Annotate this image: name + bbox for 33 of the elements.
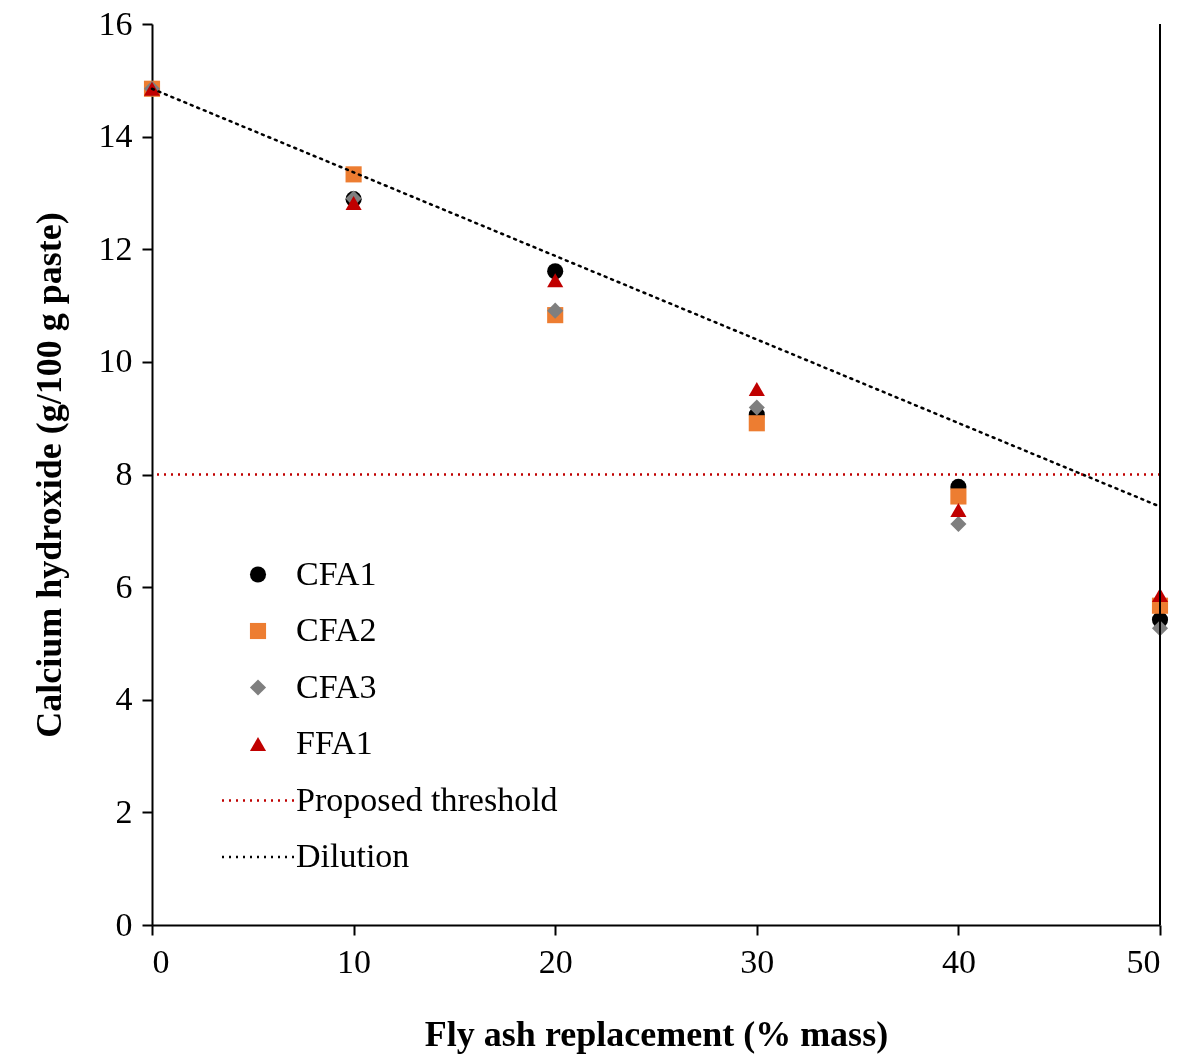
y-tick-label: 4 <box>115 680 133 718</box>
point <box>748 415 765 432</box>
y-tick-label: 0 <box>115 905 133 943</box>
y-tick-label: 8 <box>115 455 133 492</box>
legend-label: CFA3 <box>296 667 377 705</box>
x-tick-label: 20 <box>538 942 573 980</box>
point <box>547 273 564 288</box>
y-tick-label: 12 <box>98 229 133 267</box>
y-tick-label: 14 <box>98 117 133 155</box>
legend-label: FFA1 <box>296 724 373 761</box>
point <box>950 488 967 505</box>
point <box>345 196 362 211</box>
x-tick-label: 40 <box>941 942 976 980</box>
point <box>547 263 564 280</box>
point <box>748 399 765 416</box>
point <box>950 515 967 533</box>
legend-label: Proposed threshold <box>296 780 558 818</box>
y-tick-label: 16 <box>98 4 133 42</box>
x-axis-title: Fly ash replacement (% mass) <box>424 1013 889 1054</box>
y-axis-title: Calcium hydroxide (g/100 g paste) <box>28 212 69 738</box>
y-tick-label: 2 <box>115 792 133 830</box>
point <box>748 381 765 396</box>
point <box>547 302 564 319</box>
y-tick-label: 10 <box>98 342 133 380</box>
x-tick-label: 50 <box>1126 942 1161 980</box>
legend-label: Dilution <box>296 837 410 874</box>
x-tick-label: 0 <box>152 942 170 980</box>
x-tick-label: 10 <box>337 942 372 980</box>
point <box>950 502 967 517</box>
x-tick-label: 30 <box>740 942 775 980</box>
y-tick-label: 6 <box>115 567 133 605</box>
legend-label: CFA1 <box>296 554 377 592</box>
legend-label: CFA2 <box>296 611 377 648</box>
